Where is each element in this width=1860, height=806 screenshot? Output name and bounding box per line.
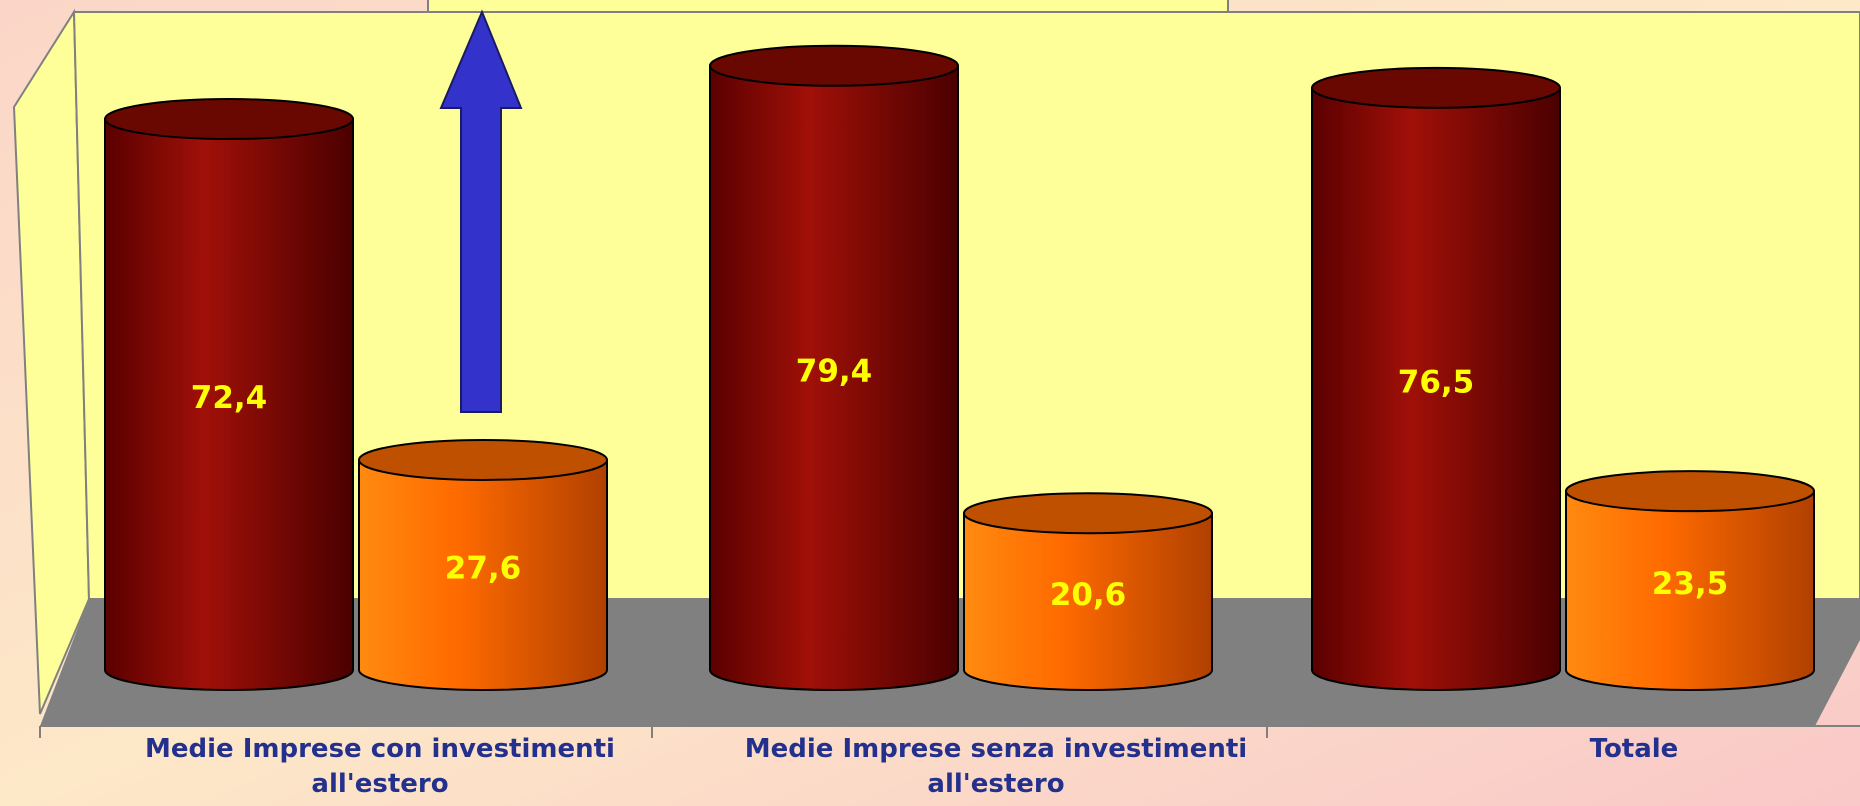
- header-box: [427, 0, 1229, 13]
- cylinder-top: [963, 492, 1213, 535]
- value-label: 27,6: [445, 550, 522, 586]
- value-label: 79,4: [796, 353, 873, 389]
- cylinder: [963, 512, 1213, 691]
- marks: 72,4 27,6 Medie Imprese con investimenti a…: [104, 44, 1815, 799]
- value-label: 20,6: [1050, 577, 1127, 613]
- category-label-box: Totale: [1589, 734, 1679, 764]
- x-tick-label: Medie Imprese con investimenti all'ester…: [145, 734, 615, 799]
- cylinder-top: [709, 44, 959, 87]
- category-label-box: Medie Imprese senza investimenti all'est…: [744, 734, 1248, 799]
- cylinder-top: [1565, 470, 1815, 513]
- value-label: 76,5: [1398, 364, 1475, 400]
- cylinder-top: [1311, 66, 1561, 109]
- x-tick-label: Medie Imprese senza investimenti all'est…: [744, 734, 1248, 799]
- cylinder: [104, 118, 354, 691]
- value-label: 72,4: [191, 380, 268, 416]
- cylinder-top: [358, 438, 608, 481]
- arrow: [439, 9, 523, 413]
- value-label: 23,5: [1652, 566, 1729, 602]
- cylinder-top: [104, 98, 354, 141]
- cylinder: [1311, 86, 1561, 691]
- x-tick-label: Totale: [1589, 734, 1679, 764]
- cylinder: [1565, 490, 1815, 691]
- cylinder: [358, 458, 608, 691]
- cylinder: [709, 64, 959, 691]
- category-label-box: Medie Imprese con investimenti all'ester…: [145, 734, 615, 799]
